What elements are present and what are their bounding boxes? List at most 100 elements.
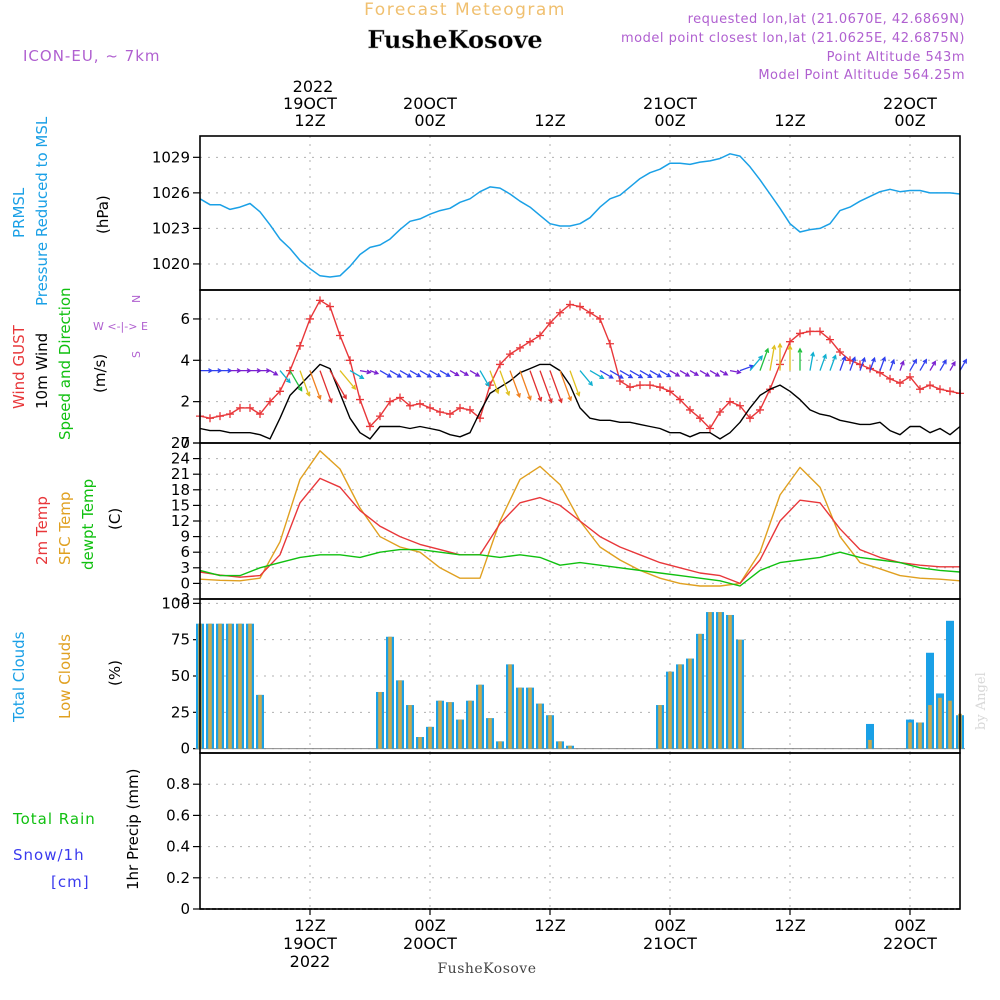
y-tick-label: 0 [180,900,190,918]
wind-panel-labels: Wind GUST 10m Wind Speed and Direction (… [10,287,148,440]
low-cloud-bar [238,623,242,749]
wind-arrow [579,370,593,387]
gust-marker [566,300,574,309]
gust-marker [436,407,444,416]
gust-marker [356,395,364,404]
temp-2m-line [199,477,960,585]
x-tick-date-label-bottom: 19OCT [283,934,337,953]
gust-marker [246,403,254,412]
y-tick-label: 18 [171,481,190,499]
wind-arrow [359,369,372,375]
low-cloud-bar [398,680,402,749]
temp-dewpt-label: dewpt Temp [79,479,97,570]
gust-marker [546,319,554,328]
closest-coords: model point closest lon,lat (21.0625E, 4… [621,31,965,46]
low-cloud-bar [698,633,702,749]
low-cloud-bar [428,726,432,749]
wind-arrow [549,370,563,404]
gust-marker [256,410,264,419]
wind-arrow [250,368,262,374]
wind-arrow [879,356,887,371]
gust-marker [886,374,894,383]
credit: by Angel [974,672,989,730]
x-tick-hour-label-bottom: 12Z [774,916,805,935]
gust-marker [426,403,434,412]
wind-gust-label: Wind GUST [10,324,28,409]
gust-marker [326,302,334,311]
gust-marker [396,393,404,402]
y-tick-label: 1020 [152,255,190,273]
x-tick-date-label-bottom: 22OCT [883,934,937,953]
wind-arrow [279,370,291,384]
wind-arrow [349,370,365,379]
wind-arrow [409,370,422,378]
gust-marker [946,387,954,396]
gust-marker [756,405,764,414]
low-cloud-bar [408,705,412,749]
gust-marker [206,414,214,423]
wind-arrow [220,368,233,374]
low-cloud-bar [718,612,722,749]
total-cloud-bar [866,723,874,749]
low-cloud-bar [228,623,232,749]
precip-unit: 1hr Precip (mm) [124,769,142,890]
wind-arrow [649,370,663,378]
panel-0-frame [199,135,961,291]
y-tick-label: 75 [171,631,190,649]
low-cloud-bar [688,658,692,749]
compass-south: S [130,351,143,358]
gust-marker [506,350,514,359]
gust-marker [576,302,584,311]
gust-marker [786,337,794,346]
wind-arrow [729,369,742,375]
gust-marker [416,399,424,408]
wind-arrow [469,370,481,377]
wind-arrow [949,360,956,371]
wind-direction-arrows [200,342,967,404]
wind-arrow [809,351,816,371]
low-cloud-bar [438,700,442,749]
x-tick-date-label-top: 21OCT [643,94,697,113]
y-tick-label: 24 [171,450,190,468]
gust-markers [196,296,964,433]
wind-arrow [379,370,393,378]
wind-arrow [210,368,223,374]
gust-marker [596,314,604,323]
gust-marker [496,360,504,369]
y-tick-label: 1026 [152,184,190,202]
low-cloud-bar [248,623,252,749]
gust-marker [716,407,724,416]
pressure-label-1: PRMSL [10,187,28,238]
snow-unit-label: [cm] [51,873,90,891]
wind-arrow [269,370,279,376]
low-cloud-bar [558,741,562,749]
wind-arrow [509,370,521,399]
wind-arrow [419,370,433,378]
compass-north: N [130,295,143,303]
place-title: FusheKosove [367,25,542,54]
wind-arrow [919,358,927,371]
low-cloud-bar [448,702,452,749]
top-year: 2022 [293,77,334,96]
wind-arrow [709,370,721,377]
wind-arrow [679,370,691,377]
low-cloud-bar [458,719,462,749]
gust-marker [266,397,274,406]
total-cloud-bar [926,652,934,749]
x-tick-date-label-bottom: 20OCT [403,934,457,953]
y-tick-label: 15 [171,496,190,514]
low-cloud-bar [728,614,732,749]
x-tick-hour-label-bottom: 00Z [894,916,925,935]
wind-arrow [929,360,936,371]
pressure-panel-labels: PRMSL Pressure Reduced to MSL (hPa) [10,116,112,306]
low-cloud-bar [548,715,552,749]
gust-marker [696,414,704,423]
gust-marker [446,410,454,419]
low-cloud-bar [488,718,492,749]
x-tick-hour-label-top: 12Z [534,111,565,130]
wind-arrow [829,354,837,371]
wind-arrow [499,370,511,397]
wind-arrow [389,370,403,378]
y-tick-label: 0.6 [166,806,190,824]
